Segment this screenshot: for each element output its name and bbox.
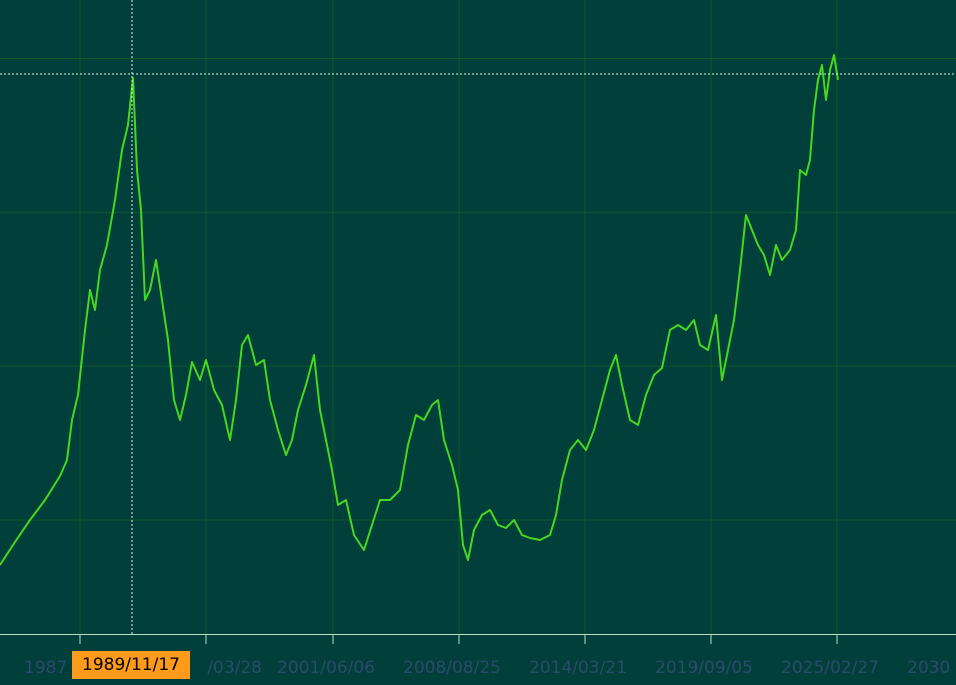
x-tick-label: 2008/08/25 [403, 658, 501, 678]
x-tick-label: /03/28 [207, 658, 262, 678]
crosshair-label: 1989/11/17 [82, 655, 180, 675]
x-tick-label: 1987 [24, 658, 67, 678]
x-tick-label: 2001/06/06 [277, 658, 375, 678]
x-tick-label: 2019/09/05 [655, 658, 753, 678]
price-line [0, 54, 839, 566]
crosshair-label-box [72, 651, 190, 679]
x-tick-label: 2030 [907, 658, 950, 678]
x-tick-label: 2025/02/27 [781, 658, 879, 678]
x-tick-label: 2014/03/21 [529, 658, 627, 678]
